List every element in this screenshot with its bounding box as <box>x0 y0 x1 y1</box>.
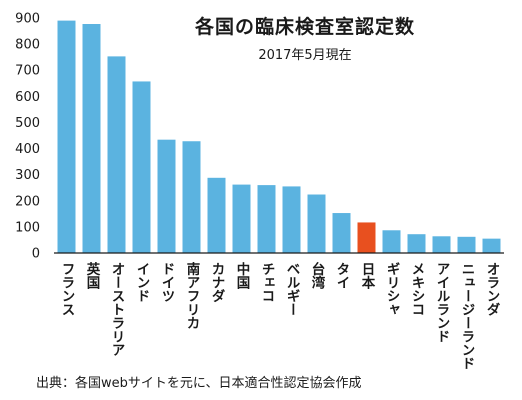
category-label: 英国 <box>84 261 102 291</box>
category-label: メキシコ <box>409 262 425 316</box>
bar <box>232 184 251 253</box>
y-tick-label: 400 <box>15 142 40 157</box>
y-tick-label: 200 <box>15 194 40 209</box>
y-tick-label: 300 <box>15 168 40 183</box>
bar <box>182 141 201 253</box>
bar <box>332 213 351 253</box>
y-tick-label: 0 <box>32 247 40 262</box>
bar <box>257 185 276 253</box>
bar <box>82 24 101 254</box>
chart-subtitle: 2017年5月現在 <box>258 48 352 63</box>
category-label: 南アフリカ <box>184 261 201 330</box>
category-label: オーストラリア <box>109 262 126 357</box>
category-label: 中国 <box>234 261 251 291</box>
y-tick-label: 800 <box>15 38 40 53</box>
category-label: 台湾 <box>309 261 326 291</box>
y-tick-label: 600 <box>15 90 40 105</box>
bar <box>382 230 401 253</box>
bar <box>407 234 426 253</box>
category-label: タイ <box>334 262 351 289</box>
bar <box>282 186 301 253</box>
category-label: 日本 <box>359 262 376 291</box>
source-note: 出典：各国webサイトを元に、日本適合性認定協会作成 <box>36 376 362 391</box>
y-tick-label: 100 <box>15 220 40 235</box>
bar <box>432 236 451 253</box>
category-label: カナダ <box>209 262 226 303</box>
bar <box>207 177 226 253</box>
category-label: オランダ <box>484 262 501 317</box>
category-label: アイルランド <box>434 262 451 343</box>
bar <box>357 222 376 253</box>
y-tick-label: 900 <box>15 12 40 27</box>
bar <box>132 81 151 253</box>
category-label: フランス <box>59 262 75 316</box>
bar <box>457 236 476 253</box>
category-label: インド <box>134 262 151 303</box>
chart-title: 各国の臨床検査室認定数 <box>194 16 415 38</box>
category-label: ドイツ <box>159 262 176 303</box>
category-label: ギリシャ <box>384 262 400 316</box>
category-label: ベルギー <box>284 262 301 316</box>
bar <box>57 20 76 253</box>
bar <box>307 194 326 253</box>
bar <box>482 238 501 253</box>
category-label: ニュージーランド <box>459 262 475 370</box>
bar <box>107 56 126 254</box>
y-tick-label: 500 <box>15 116 40 131</box>
y-tick-label: 700 <box>15 64 40 79</box>
bar <box>157 139 176 253</box>
category-label: チェコ <box>259 262 275 303</box>
